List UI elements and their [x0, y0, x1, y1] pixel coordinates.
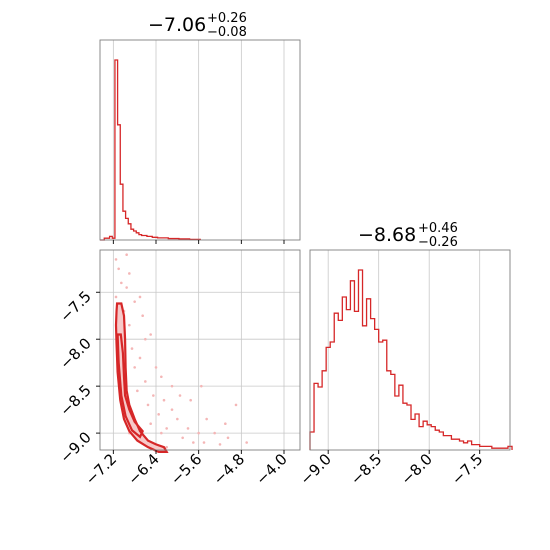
scatter-point	[154, 366, 158, 369]
scatter-point	[213, 431, 216, 435]
scatter-point	[162, 398, 166, 402]
hist-bottom-right-title-median: −8.68	[358, 224, 416, 246]
scatter-xtick-label: −4.0	[252, 450, 290, 488]
hist-top-left-panel: −7.06 +0.26 −0.08	[99, 11, 301, 244]
hist-top-left-title-upper: +0.26	[207, 11, 247, 26]
scatter-point	[149, 422, 152, 426]
contour-outer-line	[114, 302, 169, 453]
hist-bottom-right-line	[309, 269, 513, 450]
scatter-point	[157, 413, 160, 416]
scatter-point	[138, 356, 142, 360]
scatter-point	[146, 403, 150, 407]
scatter-point	[120, 281, 123, 285]
scatter-point	[138, 295, 142, 299]
hist-bottom-right-title-lower: −0.26	[418, 235, 458, 250]
scatter-point	[149, 333, 152, 336]
scatter-point	[133, 300, 136, 303]
scatter-point	[125, 286, 128, 289]
hist-bottom-right-frame	[309, 249, 511, 451]
scatter-point	[200, 384, 203, 388]
hist-bottom-right-title-upper: +0.46	[418, 221, 458, 236]
scatter-point	[224, 422, 227, 426]
scatter-ytick-label: −9.0	[56, 428, 94, 466]
scatter-point	[218, 443, 222, 446]
scatter-point	[144, 337, 147, 341]
scatter-point	[245, 441, 248, 444]
scatter-point	[125, 253, 128, 256]
hist-bottom-right-xtick-label: −8.5	[347, 450, 385, 488]
scatter-point	[141, 314, 144, 318]
scatter-point	[128, 272, 131, 275]
scatter-frame	[99, 249, 301, 451]
scatter-xtick-label: −5.6	[167, 450, 205, 488]
scatter-point	[165, 427, 168, 430]
scatter-point	[178, 394, 182, 397]
scatter-ytick-label: −7.5	[56, 287, 94, 325]
scatter-point	[176, 417, 179, 421]
scatter-point	[205, 417, 208, 421]
scatter-point	[117, 267, 120, 271]
scatter-xtick-label: −4.8	[210, 450, 248, 488]
scatter-point	[133, 366, 136, 369]
hist-bottom-right-xtick-label: −8.0	[398, 450, 436, 488]
scatter-point	[114, 258, 118, 261]
scatter-point	[128, 323, 131, 327]
scatter-point	[144, 380, 147, 383]
contour-inner-line	[116, 333, 144, 439]
hist-top-left-frame	[99, 39, 301, 241]
scatter-xtick-label: −7.2	[82, 450, 120, 488]
scatter-point	[130, 347, 134, 350]
hist-top-left-line	[100, 59, 201, 241]
contour-outer-fill	[116, 303, 167, 452]
scatter-point	[186, 427, 190, 430]
scatter-point	[226, 436, 230, 440]
hist-top-left-title-lower: −0.08	[207, 25, 247, 40]
scatter-point	[114, 295, 118, 299]
scatter-point	[189, 398, 192, 402]
scatter-point	[170, 408, 174, 411]
scatter-ytick-label: −8.0	[56, 334, 94, 372]
scatter-point	[152, 394, 155, 397]
scatter-point	[192, 441, 195, 444]
scatter-point	[170, 384, 174, 388]
scatter-point	[197, 431, 200, 435]
hist-bottom-right-xtick-label: −9.0	[297, 450, 335, 488]
hist-top-left-title-median: −7.06	[148, 14, 206, 36]
scatter-point	[136, 389, 139, 393]
scatter-panel: −7.2 −6.4 −5.6 −4.8 −4.0 −7.5 −8.0 −8.5 −9.0	[56, 249, 301, 489]
scatter-point	[181, 436, 184, 440]
scatter-point	[160, 375, 163, 379]
scatter-xtick-label: −6.4	[124, 450, 162, 488]
scatter-point	[234, 403, 238, 407]
scatter-point	[202, 441, 206, 444]
scatter-point	[160, 431, 163, 435]
scatter-point	[165, 445, 168, 449]
scatter-ytick-label: −8.5	[56, 381, 94, 419]
hist-bottom-right-panel: −9.0 −8.5 −8.0 −7.5 −8.68 +0.46 −0.26	[297, 221, 513, 489]
hist-bottom-right-xtick-label: −7.5	[448, 450, 486, 488]
